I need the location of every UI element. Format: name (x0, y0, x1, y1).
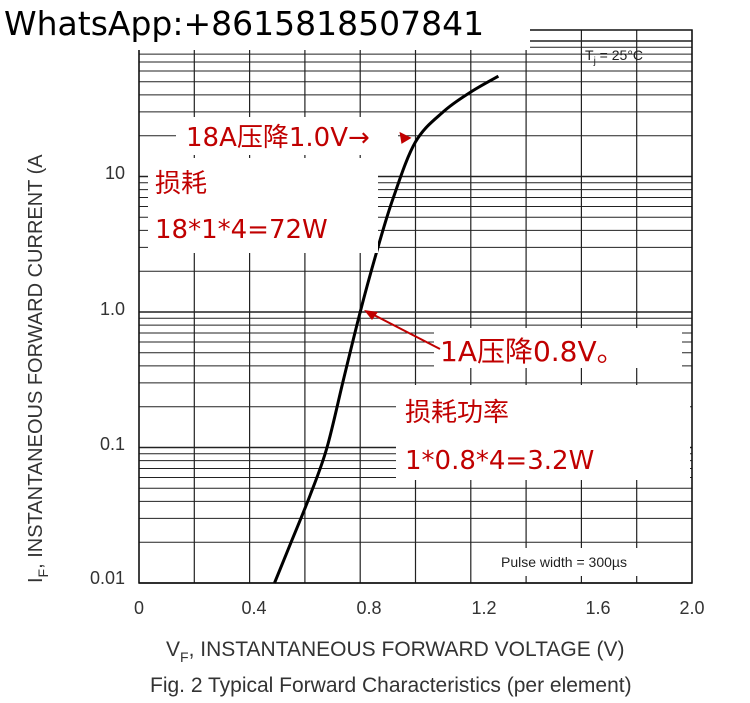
annotation-box-loss-low (396, 385, 690, 480)
x-tick-label: 0 (134, 598, 144, 618)
y-tick-label: 0.1 (100, 434, 125, 454)
x-tick-label: 2.0 (679, 598, 704, 618)
annotation-loss-value: 18*1*4=72W (155, 215, 328, 245)
annotation-loss-title: 损耗 (155, 169, 207, 199)
pulse-width-label: Pulse width = 300µs (501, 554, 627, 570)
x-tick-label: 1.6 (585, 598, 610, 618)
y-tick-labels: 0.01 0.1 1.0 10 (90, 163, 125, 588)
x-tick-label: 1.2 (471, 598, 496, 618)
y-tick-label: 1.0 (100, 299, 125, 319)
watermark-text: WhatsApp:+8615818507841 (4, 4, 484, 43)
temperature-label: Tj = 25°C (585, 47, 643, 67)
watermark-box (0, 0, 530, 50)
grid (138, 30, 693, 584)
annotation-arrow-high (399, 131, 412, 144)
y-tick-label: 0.01 (90, 568, 125, 588)
annotation-box-low (434, 328, 682, 368)
y-tick-label: 10 (105, 163, 125, 183)
figure-caption: Fig. 2 Typical Forward Characteristics (… (150, 674, 632, 697)
svg-text:Tj = 25°C: Tj = 25°C (585, 47, 643, 67)
annotation-box-high (176, 117, 398, 155)
forward-characteristic-curve (273, 74, 500, 584)
x-tick-label: 0.4 (241, 598, 266, 618)
pulse-label-box (496, 548, 672, 576)
annotation-power-title: 损耗功率 (405, 398, 509, 428)
x-axis-title: VF, INSTANTANEOUS FORWARD VOLTAGE (V) (166, 638, 625, 665)
annotation-high-current: 18A压降1.0V→ (186, 123, 370, 153)
annotation-arrow-low (364, 310, 441, 350)
annotation-box-loss-high (148, 158, 378, 253)
x-tick-labels: 0 0.4 0.8 1.2 1.6 2.0 (134, 598, 705, 618)
annotation-power-value: 1*0.8*4=3.2W (405, 446, 594, 476)
annotation-low-current: 1A压降0.8V。 (440, 335, 625, 368)
series-layer (273, 74, 500, 584)
y-axis-title: IF, INSTANTANEOUS FORWARD CURRENT (A (25, 154, 51, 583)
x-tick-label: 0.8 (356, 598, 381, 618)
